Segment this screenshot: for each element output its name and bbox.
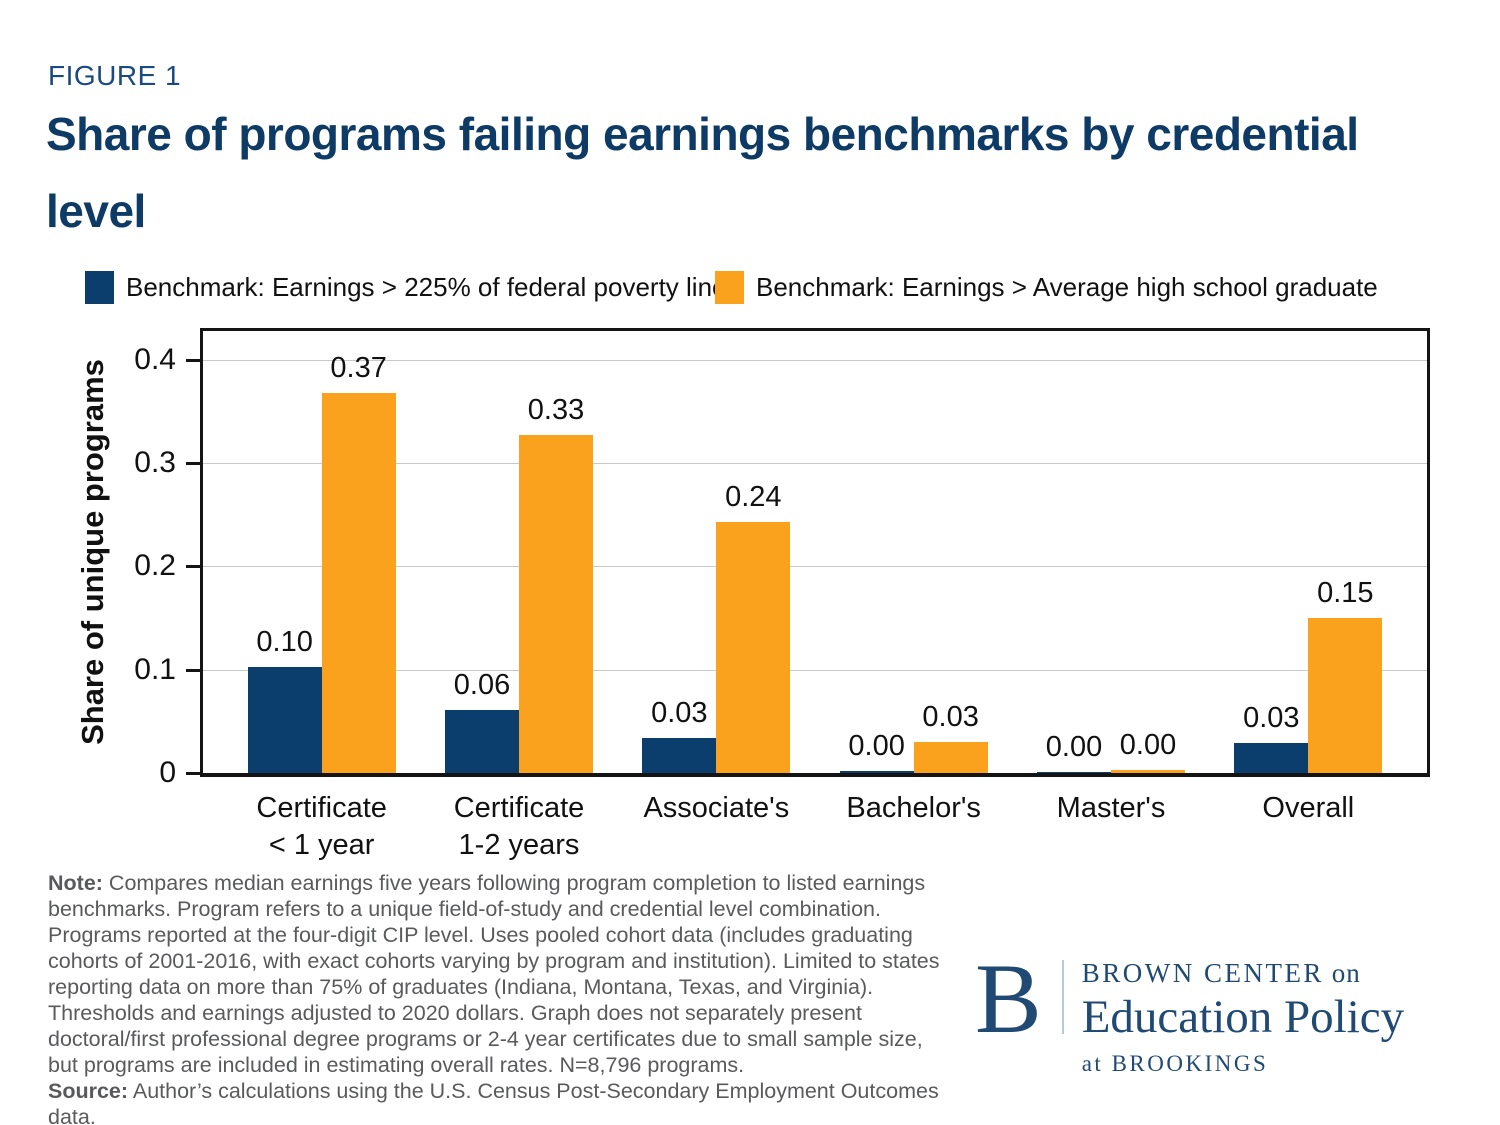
- bar-value-label: 0.00: [1045, 730, 1103, 763]
- y-tick-label: 0.1: [134, 652, 176, 686]
- bar-value-label: 0.03: [922, 701, 979, 734]
- bar-value-label: 0.24: [725, 481, 782, 514]
- bar-orange-0: [321, 392, 396, 773]
- y-tickmark: [186, 668, 200, 672]
- bar-chart: Share of unique programs 0.10 0.37 0.06 0.3…: [0, 328, 1500, 868]
- bar-value-label: 0.03: [1243, 702, 1300, 735]
- legend-swatch-blue: [85, 270, 114, 304]
- bar-value-label: 0.03: [651, 696, 708, 729]
- bar-value-label: 0.00: [1119, 728, 1177, 761]
- legend-label-poverty-line: Benchmark: Earnings > 225% of federal po…: [126, 271, 727, 302]
- bar-value-label: 0.00: [848, 729, 905, 762]
- legend-swatch-orange: [715, 270, 744, 304]
- x-axis-label: Master's: [1056, 792, 1166, 824]
- x-axis-label: Certificate 1-2 years: [453, 792, 585, 861]
- bar-orange-4: [1111, 769, 1185, 773]
- logo-line-brown-center: BROWN CENTER on: [1081, 958, 1361, 988]
- logo-b-mark: B: [975, 943, 1042, 1054]
- bar-value-label: 0.33: [527, 394, 585, 427]
- logo-line-at-brookings: at BROOKINGS: [1081, 1051, 1269, 1076]
- figure-label: FIGURE 1: [48, 60, 182, 91]
- legend-label-hs-graduate: Benchmark: Earnings > Average high schoo…: [756, 271, 1378, 302]
- legend-item-hs-graduate: Benchmark: Earnings > Average high schoo…: [715, 268, 1378, 306]
- figure-note: Note: Compares median earnings five year…: [48, 870, 956, 1125]
- source-text: Source: Author’s calculations using the …: [48, 1079, 939, 1125]
- bar-orange-2: [716, 522, 791, 773]
- x-axis-label: Associate's: [643, 792, 790, 824]
- y-gridline: [203, 359, 1427, 361]
- y-tick-label: 0: [159, 756, 176, 789]
- x-axis-label: Certificate < 1 year: [256, 792, 387, 861]
- note-label: Note:: [48, 871, 103, 895]
- bar-orange-1: [519, 435, 593, 773]
- plot-area: 0.10 0.37 0.06 0.33 0.03 0.24 0.00 0.03 0.00 0.00…: [200, 328, 1430, 777]
- y-gridline: [203, 669, 1427, 671]
- bar-blue-0: [247, 666, 322, 773]
- bar-blue-3: [839, 770, 914, 773]
- bar-value-label: 0.10: [256, 625, 313, 658]
- bar-orange-3: [913, 742, 988, 773]
- note-text: Note: Compares median earnings five year…: [48, 871, 940, 1077]
- y-gridline: [203, 566, 1427, 568]
- x-axis-label: Overall: [1262, 792, 1355, 824]
- bar-value-label: 0.15: [1317, 577, 1374, 610]
- bar-blue-1: [445, 710, 519, 773]
- y-tickmark: [186, 565, 200, 569]
- y-gridline: [203, 463, 1427, 465]
- page-title: Share of programs failing earnings bench…: [46, 108, 1359, 237]
- bar-orange-5: [1308, 618, 1383, 773]
- y-tick-label: 0.3: [134, 446, 176, 480]
- y-tickmark: [186, 772, 200, 775]
- source-label: Source:: [48, 1079, 129, 1103]
- legend-item-poverty-line: Benchmark: Earnings > 225% of federal po…: [85, 268, 727, 306]
- bar-blue-2: [642, 737, 717, 773]
- y-tick-label: 0.2: [134, 549, 176, 583]
- logo-divider: [1061, 960, 1064, 1034]
- bar-value-label: 0.37: [330, 351, 387, 384]
- logo-text: BROWN CENTER on Education Policy at BROO…: [1082, 946, 1404, 1077]
- bar-blue-5: [1234, 743, 1309, 773]
- brookings-logo: B BROWN CENTER on Education Policy at BR…: [975, 946, 1404, 1077]
- x-axis-label: Bachelor's: [846, 792, 981, 824]
- y-tickmark: [186, 462, 200, 466]
- logo-line-education-policy: Education Policy: [1081, 991, 1405, 1043]
- y-tick-label: 0.4: [134, 342, 176, 376]
- y-tickmark: [186, 358, 200, 362]
- bar-value-label: 0.06: [453, 669, 511, 702]
- bar-blue-4: [1037, 771, 1111, 773]
